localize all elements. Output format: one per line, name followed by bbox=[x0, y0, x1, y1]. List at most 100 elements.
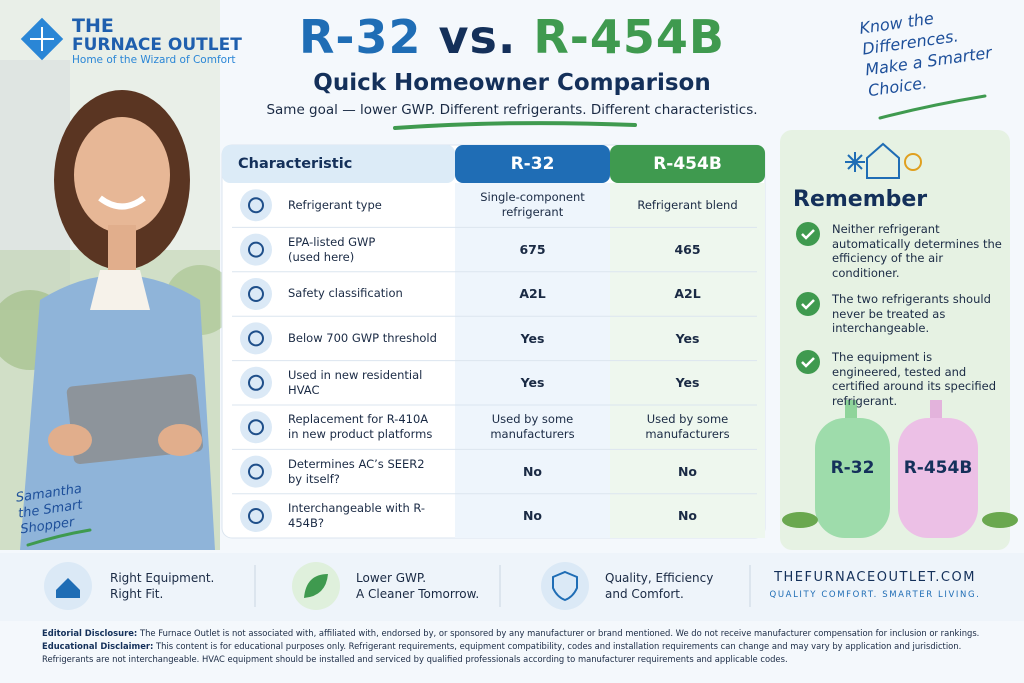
cell-text: No bbox=[522, 508, 543, 524]
title: R-32 vs. R-454B bbox=[0, 10, 1024, 64]
disclaimer-text: This content is for educational purposes… bbox=[156, 641, 962, 651]
row-icon bbox=[240, 233, 272, 266]
check-icon bbox=[796, 222, 820, 246]
row-icon bbox=[240, 189, 272, 222]
cell-text: A2L bbox=[519, 286, 546, 302]
check-icon bbox=[796, 350, 820, 374]
feature-line: and Comfort. bbox=[605, 587, 684, 601]
row-icon-glyph bbox=[248, 463, 264, 480]
subtitle: Quick Homeowner Comparison bbox=[313, 70, 711, 96]
value-cell: A2L bbox=[455, 272, 610, 316]
row-icon-glyph bbox=[248, 330, 264, 347]
cell-text: No bbox=[677, 508, 698, 524]
column-header: R-32 bbox=[510, 153, 555, 174]
value-cell: No bbox=[610, 449, 765, 493]
row-icon bbox=[240, 278, 272, 310]
value-cell: Used by some manufacturers bbox=[610, 405, 765, 449]
cell-text: Determines AC’s SEER2 bbox=[288, 456, 425, 471]
feature: Quality, Efficiency and Comfort. bbox=[605, 570, 713, 602]
feature: Lower GWP. A Cleaner Tomorrow. bbox=[356, 570, 479, 602]
cell-text: Yes bbox=[675, 330, 700, 346]
row-icon-glyph bbox=[248, 508, 264, 524]
cell-text: EPA-listed GWP bbox=[288, 234, 376, 249]
disclaimer-label: Editorial Disclosure: bbox=[42, 628, 138, 638]
cell-text: Single-component bbox=[480, 190, 585, 205]
value-cell: A2L bbox=[610, 272, 765, 316]
cell-text: Refrigerant blend bbox=[637, 197, 738, 212]
check-mark bbox=[801, 357, 815, 368]
cell-text: Interchangeable with R-454B? bbox=[288, 500, 426, 530]
cell-text: No bbox=[522, 464, 543, 480]
cell-text: in new product platforms bbox=[288, 427, 433, 442]
tank-label: R-32 bbox=[830, 458, 875, 478]
value-cell: Yes bbox=[610, 316, 765, 360]
disclaimer-label: Educational Disclaimer: bbox=[42, 641, 154, 651]
disclaimer-note: Refrigerants are not interchangeable. HV… bbox=[42, 654, 788, 664]
disclaimer: Educational Disclaimer: This content is … bbox=[42, 640, 979, 653]
characteristic-cell: Below 700 GWP threshold bbox=[288, 316, 453, 360]
value-cell: Yes bbox=[610, 361, 765, 405]
website: THEFURNACEOUTLET.COM bbox=[774, 570, 976, 585]
row-icon bbox=[240, 455, 272, 488]
cell-text: (used here) bbox=[288, 249, 355, 264]
value-cell: 675 bbox=[455, 227, 610, 271]
value-cell: Refrigerant blend bbox=[610, 183, 765, 227]
row-icon-glyph bbox=[248, 419, 264, 436]
row-icon bbox=[240, 366, 272, 399]
row-icon-glyph bbox=[248, 286, 264, 302]
tagline: Same goal — lower GWP. Different refrige… bbox=[266, 102, 758, 118]
slogan: QUALITY COMFORT. SMARTER LIVING. bbox=[769, 590, 981, 600]
check-mark bbox=[801, 229, 815, 240]
remember-item: The equipment is engineered, tested and … bbox=[832, 350, 997, 408]
logo-tagline: Home of the Wizard of Comfort bbox=[72, 54, 236, 66]
row-icon bbox=[240, 411, 272, 444]
cell-text: Used by some bbox=[491, 412, 574, 427]
characteristic-cell: Safety classification bbox=[288, 272, 453, 316]
feature-line: Quality, Efficiency bbox=[605, 571, 714, 585]
value-cell: No bbox=[455, 449, 610, 493]
disclaimer-text: The Furnace Outlet is not associated wit… bbox=[139, 628, 980, 638]
disclaimer: Editorial Disclosure: The Furnace Outlet… bbox=[42, 627, 979, 640]
cell-text: Below 700 GWP threshold bbox=[288, 330, 437, 345]
characteristic-cell: Determines AC’s SEER2 by itself? bbox=[288, 449, 453, 493]
title-r454b: R-454B bbox=[533, 10, 725, 64]
logo-line2: FURNACE OUTLET bbox=[72, 35, 242, 55]
row-icon bbox=[240, 322, 272, 355]
cell-text: Safety classification bbox=[288, 286, 403, 301]
title-r32: R-32 bbox=[298, 10, 422, 64]
person-caption: Samantha the Smart Shopper bbox=[15, 482, 87, 539]
feature-line: Right Equipment. bbox=[110, 571, 215, 585]
cell-text: Replacement for R-410A bbox=[288, 412, 429, 427]
cell-text: Yes bbox=[520, 375, 545, 391]
cell-text: manufacturers bbox=[490, 427, 575, 442]
remember-item: Neither refrigerant automatically determ… bbox=[832, 222, 1002, 280]
tank-label: R-454B bbox=[903, 458, 973, 478]
title-vs: vs. bbox=[438, 10, 517, 64]
check-mark bbox=[801, 299, 815, 310]
cell-text: by itself? bbox=[288, 471, 340, 486]
characteristic-cell: Used in new residential HVAC bbox=[288, 361, 453, 405]
row-icon-glyph bbox=[248, 241, 264, 258]
row-icon bbox=[240, 500, 272, 532]
remember-item: The two refrigerants should never be tre… bbox=[832, 292, 991, 335]
check-icon bbox=[796, 292, 820, 316]
feature: Right Equipment. Right Fit. bbox=[110, 570, 214, 602]
value-cell: No bbox=[610, 494, 765, 538]
value-cell: Used by some manufacturers bbox=[455, 405, 610, 449]
column-header: R-454B bbox=[653, 153, 722, 174]
value-cell: Yes bbox=[455, 316, 610, 360]
feature-line: Lower GWP. bbox=[356, 571, 427, 585]
cell-text: Refrigerant type bbox=[288, 197, 382, 212]
column-header: Characteristic bbox=[238, 155, 353, 172]
feature-line: A Cleaner Tomorrow. bbox=[356, 587, 480, 601]
cell-text: Yes bbox=[520, 330, 545, 346]
value-cell: 465 bbox=[610, 227, 765, 271]
cell-text: Used in new residential HVAC bbox=[288, 367, 423, 397]
remember-title: Remember bbox=[793, 187, 928, 212]
value-cell: Yes bbox=[455, 361, 610, 405]
characteristic-cell: Refrigerant type bbox=[288, 183, 453, 227]
characteristic-cell: Interchangeable with R-454B? bbox=[288, 494, 453, 538]
value-cell: No bbox=[455, 494, 610, 538]
